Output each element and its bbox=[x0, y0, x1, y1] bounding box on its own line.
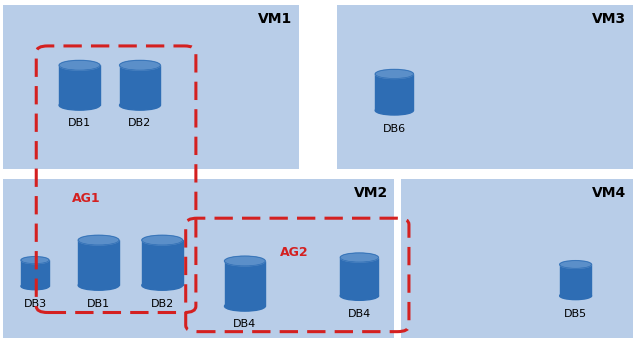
Text: DB3: DB3 bbox=[24, 299, 46, 309]
Ellipse shape bbox=[142, 235, 183, 245]
Ellipse shape bbox=[21, 256, 49, 264]
Bar bbox=[59, 65, 100, 105]
Ellipse shape bbox=[560, 261, 591, 268]
Text: DB4: DB4 bbox=[348, 309, 371, 319]
Bar bbox=[401, 179, 633, 338]
Bar bbox=[340, 258, 378, 296]
Text: DB6: DB6 bbox=[383, 124, 406, 134]
Bar bbox=[560, 264, 591, 296]
Bar bbox=[78, 240, 119, 285]
Ellipse shape bbox=[78, 280, 119, 290]
Text: VM3: VM3 bbox=[592, 12, 626, 26]
Ellipse shape bbox=[120, 101, 160, 110]
Bar bbox=[142, 240, 183, 285]
Text: DB1: DB1 bbox=[68, 118, 91, 128]
Text: VM1: VM1 bbox=[258, 12, 293, 26]
Ellipse shape bbox=[78, 235, 119, 245]
Bar bbox=[225, 261, 265, 306]
Bar bbox=[3, 5, 299, 169]
Ellipse shape bbox=[340, 253, 378, 262]
Ellipse shape bbox=[225, 256, 265, 266]
Ellipse shape bbox=[59, 101, 100, 110]
Text: DB2: DB2 bbox=[151, 299, 174, 309]
Bar bbox=[21, 260, 49, 286]
Bar bbox=[375, 74, 413, 111]
Ellipse shape bbox=[340, 291, 378, 300]
Text: DB4: DB4 bbox=[233, 319, 256, 330]
Text: VM4: VM4 bbox=[592, 186, 626, 200]
Text: AG1: AG1 bbox=[71, 192, 100, 205]
Bar bbox=[120, 65, 160, 105]
Text: VM2: VM2 bbox=[354, 186, 388, 200]
Ellipse shape bbox=[21, 283, 49, 290]
Bar bbox=[3, 179, 394, 338]
Text: DB5: DB5 bbox=[564, 309, 587, 319]
Text: AG2: AG2 bbox=[279, 246, 308, 259]
Text: DB2: DB2 bbox=[128, 118, 151, 128]
Text: DB1: DB1 bbox=[87, 299, 110, 309]
Ellipse shape bbox=[59, 61, 100, 70]
Ellipse shape bbox=[142, 280, 183, 290]
Bar bbox=[337, 5, 633, 169]
Ellipse shape bbox=[560, 292, 591, 300]
Ellipse shape bbox=[225, 301, 265, 311]
Ellipse shape bbox=[120, 61, 160, 70]
Ellipse shape bbox=[375, 70, 413, 79]
Ellipse shape bbox=[375, 106, 413, 115]
